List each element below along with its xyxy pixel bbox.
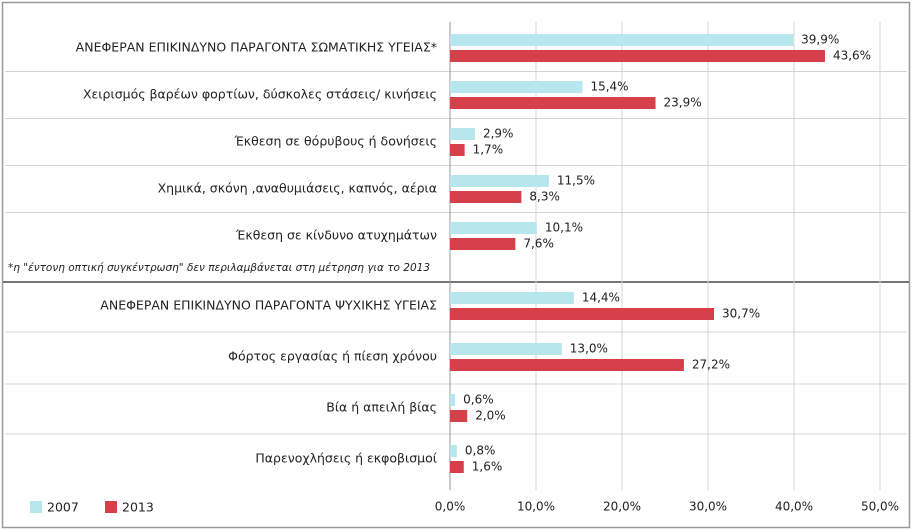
bar <box>450 34 794 46</box>
bar <box>450 97 656 109</box>
x-tick-label: 0,0% <box>435 500 466 514</box>
value-label: 11,5% <box>557 174 595 188</box>
value-label: 1,7% <box>473 143 504 157</box>
value-label: 13,0% <box>570 342 608 356</box>
bar <box>450 238 516 250</box>
value-label: 30,7% <box>722 307 760 321</box>
bar <box>450 128 475 140</box>
value-label: 39,9% <box>801 33 839 47</box>
bar <box>450 343 562 355</box>
value-label: 2,9% <box>483 127 514 141</box>
value-label: 7,6% <box>523 237 554 251</box>
legend-swatch <box>30 501 42 513</box>
category-label: Έκθεση σε θόρυβους ή δονήσεις <box>233 134 437 149</box>
x-tick-label: 40,0% <box>775 500 813 514</box>
bar <box>450 445 457 457</box>
bar <box>450 191 522 203</box>
x-tick-label: 30,0% <box>689 500 727 514</box>
bar <box>450 410 468 422</box>
value-label: 8,3% <box>529 190 560 204</box>
value-label: 23,9% <box>664 96 702 110</box>
bar <box>450 222 537 234</box>
bar <box>450 81 583 93</box>
bar <box>450 461 464 473</box>
category-label: Φόρτος εργασίας ή πίεση χρόνου <box>228 349 437 364</box>
bar <box>450 394 456 406</box>
bar <box>450 144 465 156</box>
value-label: 0,8% <box>465 444 496 458</box>
category-label: Χημικά, σκόνη ,αναθυμιάσεις, καπνός, αέρ… <box>158 181 437 196</box>
bar <box>450 50 825 62</box>
value-label: 2,0% <box>475 409 506 423</box>
x-tick-label: 20,0% <box>603 500 641 514</box>
value-label: 43,6% <box>833 49 871 63</box>
legend-label: 2013 <box>122 500 154 515</box>
category-label: Βία ή απειλή βίας <box>326 400 437 415</box>
value-label: 15,4% <box>590 80 628 94</box>
value-label: 1,6% <box>472 460 503 474</box>
legend-label: 2007 <box>47 500 79 515</box>
value-label: 0,6% <box>463 393 494 407</box>
category-label: Παρενοχλήσεις ή εκφοβισμοί <box>255 451 437 466</box>
x-tick-label: 50,0% <box>861 500 899 514</box>
note: *η "έντονη οπτική συγκέντρωση" δεν περιλ… <box>8 262 430 274</box>
x-tick-label: 10,0% <box>517 500 555 514</box>
bar <box>450 292 574 304</box>
value-label: 14,4% <box>582 291 620 305</box>
category-label: Χειρισμός βαρέων φορτίων, δύσκολες στάσε… <box>83 87 437 102</box>
value-label: 27,2% <box>692 358 730 372</box>
bar <box>450 308 715 320</box>
category-label: ΑΝΕΦΕΡΑΝ ΕΠΙΚΙΝΔΥΝΟ ΠΑΡΑΓΟΝΤΑ ΨΥΧΙΚΗΣ ΥΓ… <box>100 298 437 313</box>
category-label: Έκθεση σε κίνδυνο ατυχημάτων <box>235 228 437 243</box>
legend-swatch <box>105 501 117 513</box>
bar <box>450 359 684 371</box>
value-label: 10,1% <box>545 221 583 235</box>
category-label: ΑΝΕΦΕΡΑΝ ΕΠΙΚΙΝΔΥΝΟ ΠΑΡΑΓΟΝΤΑ ΣΩΜΑΤΙΚΗΣ … <box>76 40 437 55</box>
bar <box>450 175 549 187</box>
